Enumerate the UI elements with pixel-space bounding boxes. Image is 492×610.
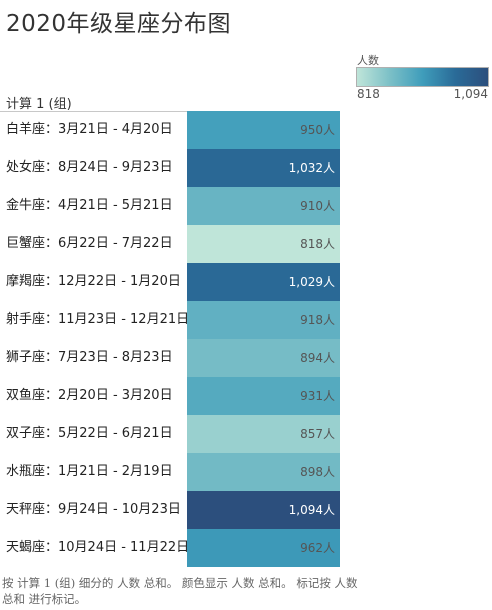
cell-value-label: 910人 xyxy=(300,199,335,213)
table-row: 水瓶座：1月21日 - 2月19日 898人 xyxy=(0,453,340,491)
cell-value-label: 894人 xyxy=(300,351,335,365)
cell-value-label: 918人 xyxy=(300,313,335,327)
chart-title: 2020年级星座分布图 xyxy=(6,11,232,37)
row-label: 狮子座：7月23日 - 8月23日 xyxy=(6,350,173,365)
cell-value-label: 962人 xyxy=(300,541,335,555)
heatmap-cell[interactable]: 818人 xyxy=(187,225,340,263)
row-label: 处女座：8月24日 - 9月23日 xyxy=(6,160,173,175)
cell-value-label: 1,029人 xyxy=(288,275,335,289)
row-label: 金牛座：4月21日 - 5月21日 xyxy=(6,198,173,213)
heatmap-cell[interactable]: 898人 xyxy=(187,453,340,491)
table-row: 摩羯座：12月22日 - 1月20日 1,029人 xyxy=(0,263,340,301)
heatmap-cell[interactable]: 962人 xyxy=(187,529,340,567)
table-row: 双子座：5月22日 - 6月21日 857人 xyxy=(0,415,340,453)
heatmap-cell[interactable]: 1,032人 xyxy=(187,149,340,187)
heatmap-cell[interactable]: 857人 xyxy=(187,415,340,453)
cell-value-label: 898人 xyxy=(300,465,335,479)
row-header: 计算 1 (组) xyxy=(6,97,72,112)
heatmap-cell[interactable]: 918人 xyxy=(187,301,340,339)
heatmap-cell[interactable]: 894人 xyxy=(187,339,340,377)
table-row: 狮子座：7月23日 - 8月23日 894人 xyxy=(0,339,340,377)
chart-footnote: 按 计算 1 (组) 细分的 人数 总和。 颜色显示 人数 总和。 标记按 人数… xyxy=(2,576,358,606)
row-label: 天秤座：9月24日 - 10月23日 xyxy=(6,502,181,517)
table-row: 射手座：11月23日 - 12月21日 918人 xyxy=(0,301,340,339)
row-label: 巨蟹座：6月22日 - 7月22日 xyxy=(6,236,173,251)
table-row: 白羊座：3月21日 - 4月20日 950人 xyxy=(0,111,340,149)
heatmap-cell[interactable]: 910人 xyxy=(187,187,340,225)
table-row: 巨蟹座：6月22日 - 7月22日 818人 xyxy=(0,225,340,263)
row-label: 天蝎座：10月24日 - 11月22日 xyxy=(6,540,190,555)
legend-max-label: 1,094 xyxy=(453,87,488,101)
legend-min-label: 818 xyxy=(357,87,380,101)
heatmap-cell[interactable]: 1,094人 xyxy=(187,491,340,529)
row-label: 摩羯座：12月22日 - 1月20日 xyxy=(6,274,181,289)
cell-value-label: 1,094人 xyxy=(288,503,335,517)
table-row: 处女座：8月24日 - 9月23日 1,032人 xyxy=(0,149,340,187)
table-row: 天秤座：9月24日 - 10月23日 1,094人 xyxy=(0,491,340,529)
cell-value-label: 818人 xyxy=(300,237,335,251)
row-label: 白羊座：3月21日 - 4月20日 xyxy=(6,122,173,137)
heatmap-cell[interactable]: 931人 xyxy=(187,377,340,415)
heatmap-table: 白羊座：3月21日 - 4月20日 950人处女座：8月24日 - 9月23日 1,… xyxy=(0,111,340,567)
heatmap-cell[interactable]: 950人 xyxy=(187,111,340,149)
table-row: 金牛座：4月21日 - 5月21日 910人 xyxy=(0,187,340,225)
row-label: 射手座：11月23日 - 12月21日 xyxy=(6,312,190,327)
cell-value-label: 950人 xyxy=(300,123,335,137)
header-divider xyxy=(0,111,340,112)
table-row: 天蝎座：10月24日 - 11月22日 962人 xyxy=(0,529,340,567)
row-label: 水瓶座：1月21日 - 2月19日 xyxy=(6,464,173,479)
legend-title: 人数 xyxy=(357,54,379,67)
color-legend-gradient xyxy=(356,67,489,87)
cell-value-label: 857人 xyxy=(300,427,335,441)
cell-value-label: 1,032人 xyxy=(288,161,335,175)
cell-value-label: 931人 xyxy=(300,389,335,403)
heatmap-cell[interactable]: 1,029人 xyxy=(187,263,340,301)
row-label: 双子座：5月22日 - 6月21日 xyxy=(6,426,173,441)
row-label: 双鱼座：2月20日 - 3月20日 xyxy=(6,388,173,403)
table-row: 双鱼座：2月20日 - 3月20日 931人 xyxy=(0,377,340,415)
